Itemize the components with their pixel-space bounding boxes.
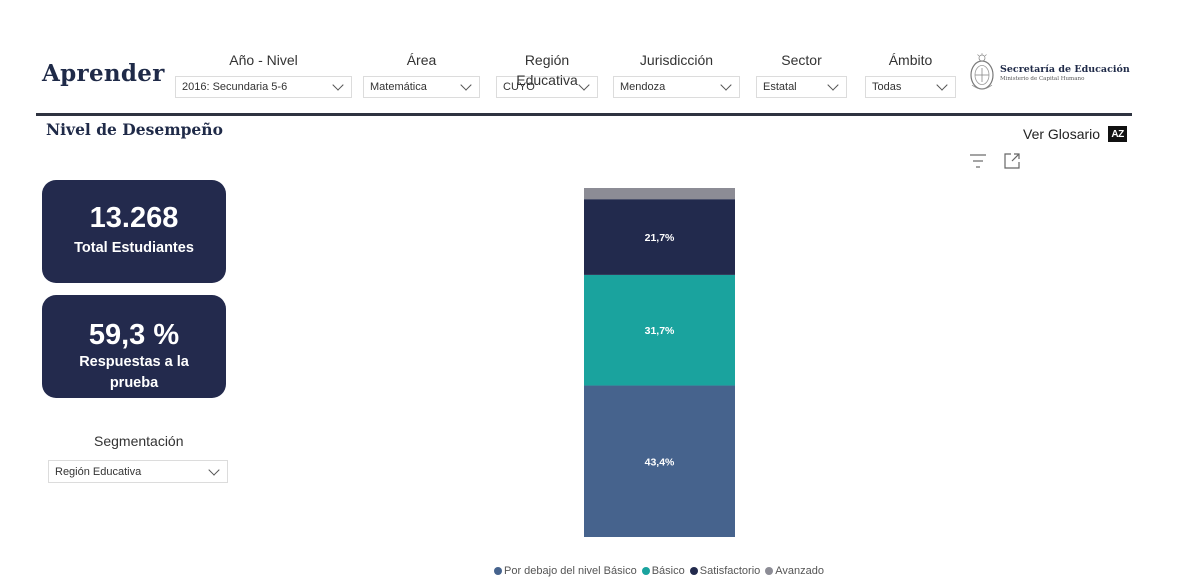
- kpi-respuestas-value: 59,3 %: [88, 319, 180, 351]
- kpi-total-estudiantes-value: 13.268: [89, 202, 179, 234]
- filter-area-label: Área: [406, 52, 437, 68]
- legend-dot-icon: [765, 567, 774, 575]
- filter-region: Región Educativa CUYO: [496, 50, 598, 98]
- filter-jurisdiccion-dropdown[interactable]: Mendoza: [613, 76, 740, 98]
- legend-item-2[interactable]: Satisfactorio: [689, 565, 761, 577]
- chevron-down-icon: [827, 79, 839, 91]
- kpi-respuestas: 59,3 % Respuestas a la prueba: [42, 295, 226, 398]
- filter-anio-nivel-dropdown[interactable]: 2016: Secundaria 5-6: [175, 76, 352, 98]
- glossary-button[interactable]: Ver Glosario AZ: [1023, 126, 1128, 142]
- filter-anio-nivel-value: 2016: Secundaria 5-6: [182, 81, 288, 93]
- legend-item-3[interactable]: Avanzado: [765, 565, 824, 577]
- filter-anio-nivel: Año - Nivel 2016: Secundaria 5-6: [175, 50, 352, 98]
- legend-item-1[interactable]: Básico: [641, 565, 685, 577]
- section-title: Nivel de Desempeño: [46, 120, 223, 139]
- ministry-logo: Secretaría de Educación Ministerio de Ca…: [968, 52, 1130, 94]
- glossary-label: Ver Glosario: [1023, 126, 1101, 142]
- filter-sector-label: Sector: [781, 52, 822, 68]
- filter-ambito-value: Todas: [872, 81, 902, 93]
- filter-region-dropdown[interactable]: CUYO: [496, 76, 598, 98]
- legend-item-0[interactable]: Por debajo del nivel Básico: [494, 565, 637, 577]
- filter-sector: Sector Estatal: [756, 50, 847, 98]
- bar-segment-2[interactable]: [584, 199, 735, 275]
- kpi-respuestas-label: Respuestas a la prueba: [79, 354, 189, 391]
- legend-label: Por debajo del nivel Básico: [504, 565, 637, 577]
- focus-mode-icon[interactable]: [1002, 152, 1022, 170]
- filter-ambito: Ámbito Todas: [865, 50, 956, 98]
- filter-sector-value: Estatal: [763, 81, 797, 93]
- segmentation-value: Región Educativa: [55, 465, 142, 478]
- chevron-down-icon: [720, 79, 732, 91]
- chart-legend: Por debajo del nivel Básico Básico Satisfa…: [494, 565, 829, 577]
- legend-dot-icon: [494, 567, 502, 575]
- legend-label: Avanzado: [775, 565, 824, 577]
- legend-label: Satisfactorio: [699, 565, 761, 577]
- stacked-bar-chart: 43,4% 31,7% 21,7%: [584, 188, 735, 537]
- app-title: Aprender: [42, 60, 165, 87]
- header-divider: [36, 113, 1132, 116]
- segmentation-dropdown[interactable]: Región Educativa: [48, 460, 228, 483]
- bar-segment-1[interactable]: [584, 274, 735, 386]
- kpi-total-estudiantes: 13.268 Total Estudiantes: [42, 180, 226, 283]
- filter-jurisdiccion-label: Jurisdicción: [639, 52, 714, 68]
- filter-ambito-label: Ámbito: [888, 52, 933, 68]
- data-label-1: 31,7%: [645, 325, 675, 337]
- filter-area-dropdown[interactable]: Matemática: [363, 76, 480, 98]
- filter-area: Área Matemática: [363, 50, 480, 98]
- legend-dot-icon: [689, 567, 698, 575]
- chevron-down-icon: [460, 79, 472, 91]
- filter-sector-dropdown[interactable]: Estatal: [756, 76, 847, 98]
- chevron-down-icon: [578, 79, 590, 91]
- segmentation-label: Segmentación: [94, 433, 184, 449]
- filter-icon[interactable]: [968, 152, 988, 170]
- chevron-down-icon: [332, 79, 344, 91]
- logo-title: Secretaría de Educación: [1000, 63, 1130, 75]
- filter-area-value: Matemática: [370, 81, 427, 93]
- logo-subtitle: Ministerio de Capital Humano: [1000, 75, 1085, 82]
- data-label-2: 21,7%: [645, 232, 675, 244]
- chevron-down-icon: [936, 79, 948, 91]
- filter-anio-nivel-label: Año - Nivel: [229, 52, 298, 68]
- filter-ambito-dropdown[interactable]: Todas: [865, 76, 956, 98]
- legend-dot-icon: [641, 567, 650, 575]
- legend-label: Básico: [651, 565, 685, 577]
- bar-segment-3[interactable]: [584, 188, 735, 200]
- bar-segment-0[interactable]: [584, 385, 735, 537]
- filter-region-value: CUYO: [503, 81, 535, 93]
- coat-of-arms-icon: [970, 53, 994, 90]
- filter-jurisdiccion: Jurisdicción Mendoza: [613, 50, 740, 98]
- chevron-down-icon: [208, 463, 220, 476]
- glossary-az-icon: AZ: [1108, 126, 1128, 142]
- kpi-total-estudiantes-label: Total Estudiantes: [74, 240, 194, 256]
- filter-jurisdiccion-value: Mendoza: [620, 81, 666, 93]
- filter-region-label: Región Educativa: [516, 52, 578, 88]
- data-label-0: 43,4%: [645, 456, 675, 468]
